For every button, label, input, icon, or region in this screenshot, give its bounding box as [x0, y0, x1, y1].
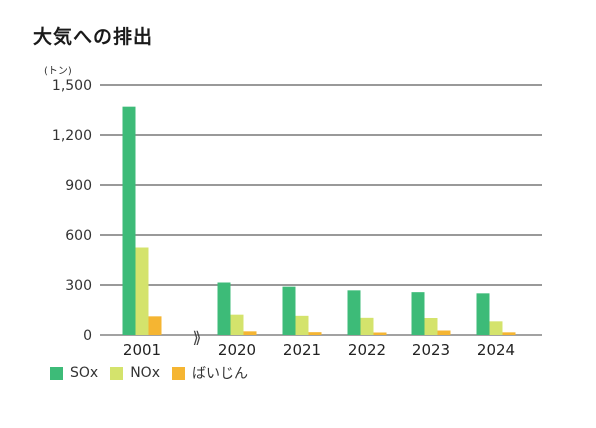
legend-item: NOx — [110, 365, 160, 381]
axis-break-icon: ⟫ — [193, 328, 202, 347]
bar-SOx-2024 — [476, 293, 490, 335]
bar-NOx-2023 — [424, 318, 438, 335]
bar-NOx-2022 — [360, 317, 374, 335]
y-tick-label: 900 — [65, 178, 92, 194]
y-tick-label: 0 — [83, 328, 92, 344]
y-tick-label: 300 — [65, 278, 92, 294]
bar-SOx-2022 — [347, 290, 361, 335]
bar-ばいじん-2022 — [373, 332, 387, 335]
bar-SOx-2021 — [282, 286, 296, 335]
bar-NOx-2001 — [135, 247, 149, 335]
legend-item: SOx — [50, 365, 98, 381]
x-tick-label: 2022 — [348, 341, 386, 359]
bar-SOx-2023 — [411, 292, 425, 335]
bar-NOx-2021 — [295, 315, 309, 335]
bar-ばいじん-2024 — [502, 332, 516, 335]
bar-ばいじん-2023 — [437, 330, 451, 335]
y-axis-unit-label: (トン) — [44, 66, 72, 77]
x-tick-label: 2021 — [283, 341, 321, 359]
y-tick-label: 600 — [65, 228, 92, 244]
x-tick-label: 2024 — [477, 341, 515, 359]
y-tick-label: 1,500 — [52, 78, 92, 94]
bar-ばいじん-2021 — [308, 332, 322, 335]
x-tick-label: 2020 — [218, 341, 256, 359]
bar-ばいじん-2001 — [148, 316, 162, 335]
legend-swatch — [171, 366, 185, 380]
chart-title: 大気への排出 — [33, 26, 154, 48]
bar-NOx-2020 — [230, 314, 244, 335]
x-tick-label: 2023 — [412, 341, 450, 359]
legend-item: ばいじん — [171, 363, 248, 383]
bar-SOx-2001 — [122, 106, 136, 336]
legend-swatch — [110, 366, 124, 380]
legend-label: ばいじん — [191, 366, 248, 382]
bar-ばいじん-2020 — [243, 331, 257, 335]
y-tick-label: 1,200 — [52, 128, 92, 144]
bar-SOx-2020 — [217, 282, 231, 335]
chart-legend: SOx NOx ばいじん — [50, 363, 260, 383]
bar-NOx-2024 — [489, 321, 503, 335]
legend-label: NOx — [130, 365, 160, 381]
legend-swatch — [50, 366, 63, 380]
x-tick-label: 2001 — [123, 341, 161, 359]
legend-label: SOx — [70, 365, 99, 381]
